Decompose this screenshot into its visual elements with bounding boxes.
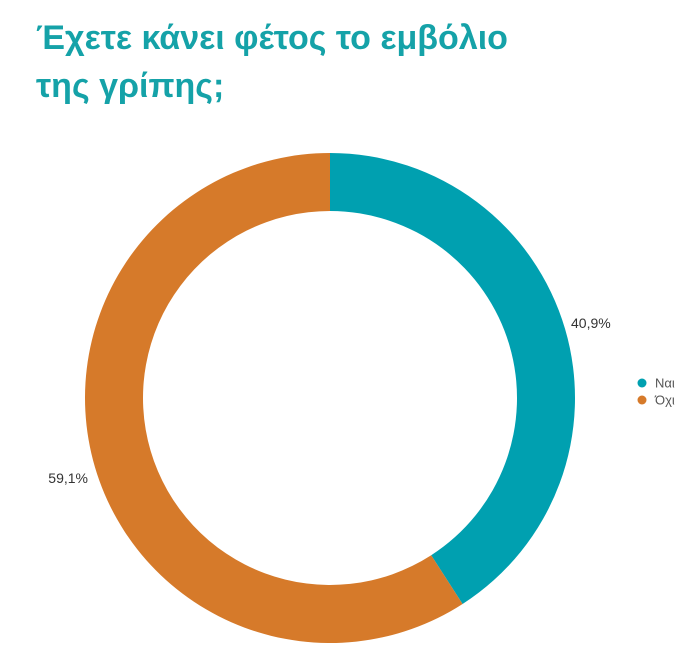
data-label-2: 59,1% (48, 470, 88, 486)
legend-swatch-2 (637, 395, 647, 405)
chart-title: Έχετε κάνει φέτος το εμβόλιο της γρίπης; (36, 19, 508, 105)
legend-label-1: Ναι (655, 376, 675, 391)
data-label-1: 40,9% (571, 315, 611, 331)
legend-swatch-1 (637, 378, 647, 388)
donut-slice-1 (330, 153, 575, 605)
donut-slice-2 (84, 153, 463, 644)
legend-label-2: Όχι (654, 393, 675, 408)
